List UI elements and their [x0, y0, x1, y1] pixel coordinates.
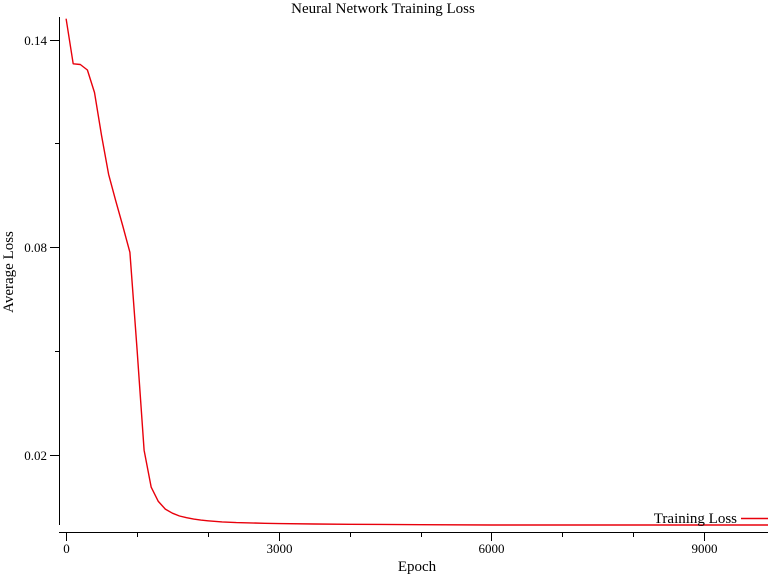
- legend-label-training-loss: Training Loss: [654, 511, 737, 527]
- chart-title: Neural Network Training Loss: [291, 1, 475, 17]
- legend: Training Loss: [654, 511, 768, 527]
- x-tick-label: 9000: [692, 541, 718, 556]
- y-tick-label: 0.02: [24, 448, 47, 463]
- y-tick-label: 0.08: [24, 240, 47, 255]
- y-axis-label: Average Loss: [1, 231, 17, 313]
- x-axis-ticks: 0 3000 6000 9000: [63, 532, 718, 556]
- x-tick-label: 3000: [267, 541, 293, 556]
- y-axis-ticks: 0.02 0.08 0.14: [24, 33, 59, 463]
- series-layer: [65, 18, 768, 526]
- x-axis-label: Epoch: [398, 559, 437, 575]
- series-line-training-loss: [65, 18, 768, 526]
- x-tick-label: 6000: [479, 541, 505, 556]
- y-tick-label: 0.14: [24, 33, 47, 48]
- x-tick-label: 0: [63, 541, 70, 556]
